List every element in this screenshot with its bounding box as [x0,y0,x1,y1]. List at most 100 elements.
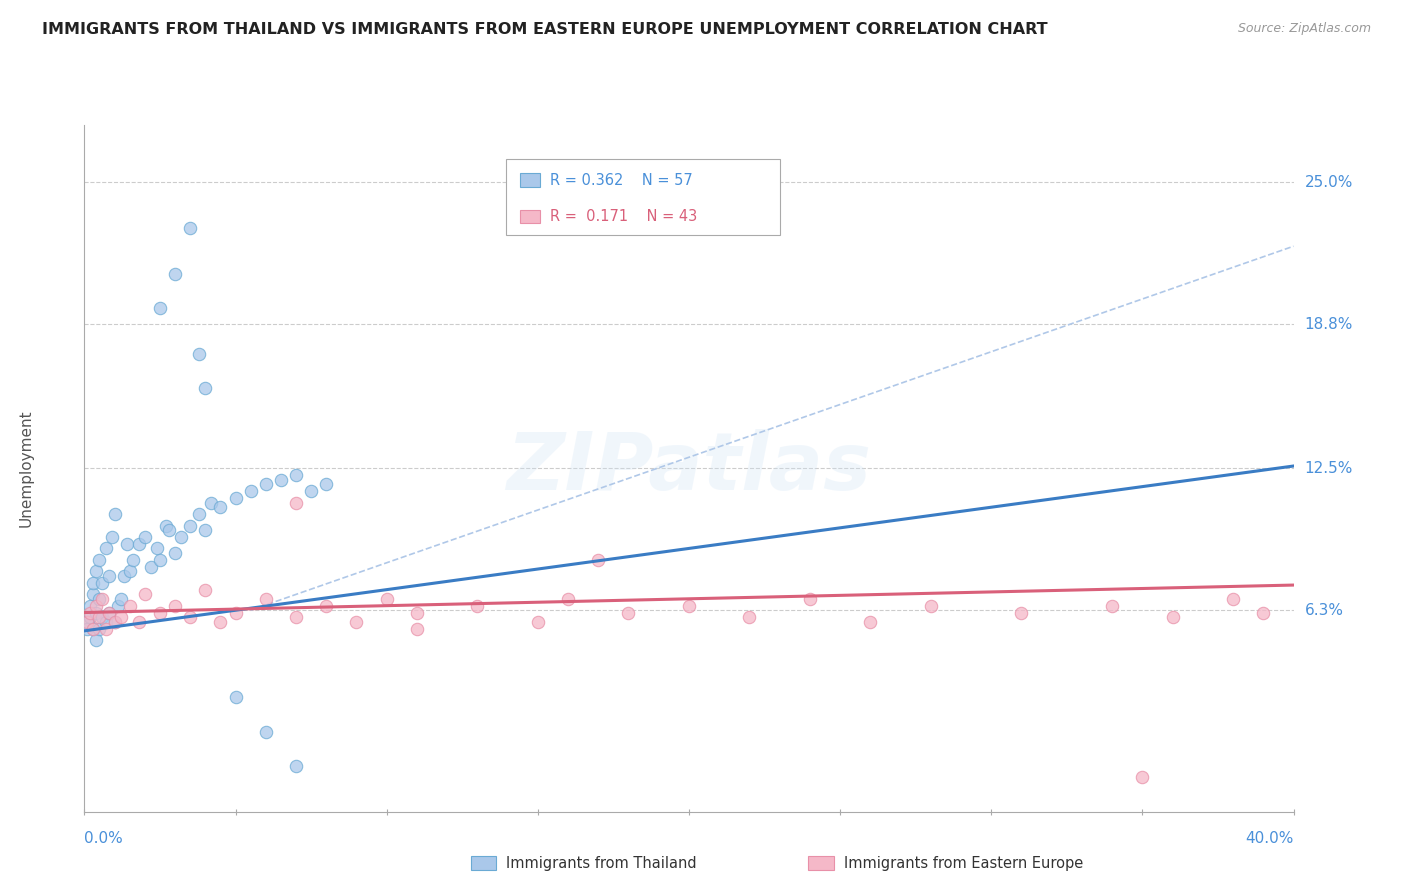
Point [97,606,120,620]
Point [200,496,222,510]
Point [155,518,177,533]
Point [89,622,111,636]
Point [179,610,201,624]
Point [86,599,108,613]
Point [284,496,308,510]
Point [82,622,104,636]
Point [1130,771,1153,785]
Point [588,553,610,567]
Point [284,610,308,624]
Point [76,615,98,629]
Point [149,553,172,567]
Point [920,599,942,613]
Point [86,565,108,579]
Text: R = 0.362    N = 57: R = 0.362 N = 57 [550,173,693,187]
Point [209,500,232,515]
Point [146,541,169,556]
Point [346,615,368,629]
Point [134,530,156,544]
Point [557,591,579,606]
Point [128,537,150,551]
Text: 0.0%: 0.0% [84,831,124,847]
Point [89,610,111,624]
Point [128,615,150,629]
Point [467,599,489,613]
Point [225,690,247,705]
Point [299,484,322,499]
Point [163,267,186,281]
Text: 18.8%: 18.8% [1305,317,1353,332]
Point [157,523,180,537]
Point [82,622,104,636]
Point [97,569,120,583]
Point [118,599,141,613]
Point [121,553,143,567]
Point [678,599,700,613]
Point [112,569,135,583]
Point [91,575,114,590]
Point [1222,591,1244,606]
Text: Unemployment: Unemployment [18,409,34,527]
Point [179,220,201,235]
Point [1101,599,1123,613]
Point [79,599,101,613]
Point [163,599,186,613]
Point [76,622,98,636]
Point [134,587,156,601]
Text: IMMIGRANTS FROM THAILAND VS IMMIGRANTS FROM EASTERN EUROPE UNEMPLOYMENT CORRELAT: IMMIGRANTS FROM THAILAND VS IMMIGRANTS F… [42,22,1047,37]
Point [1010,606,1032,620]
Point [194,582,217,597]
Point [1251,606,1274,620]
Point [239,484,262,499]
Point [82,575,104,590]
Point [526,615,548,629]
Point [375,591,398,606]
Point [406,622,429,636]
Point [284,468,308,483]
Point [91,591,114,606]
Point [139,559,162,574]
Point [86,633,108,648]
Point [194,523,217,537]
Point [617,606,640,620]
Text: R =  0.171    N = 43: R = 0.171 N = 43 [550,209,697,224]
Point [115,537,138,551]
Point [188,347,211,361]
Text: 25.0%: 25.0% [1305,175,1353,190]
Point [209,615,232,629]
Point [107,599,129,613]
Point [110,610,132,624]
Text: Source: ZipAtlas.com: Source: ZipAtlas.com [1237,22,1371,36]
Point [79,606,101,620]
Point [270,473,292,487]
Point [89,591,111,606]
Point [315,599,337,613]
Point [118,565,141,579]
Point [1161,610,1184,624]
Point [254,477,277,491]
Point [104,507,127,521]
Point [89,553,111,567]
Point [188,507,211,521]
Point [86,606,108,620]
Point [76,615,98,629]
Point [406,606,429,620]
Text: ZIPatlas: ZIPatlas [506,429,872,508]
Point [94,622,117,636]
Text: Immigrants from Eastern Europe: Immigrants from Eastern Europe [844,856,1083,871]
Point [100,530,122,544]
Text: 6.3%: 6.3% [1305,603,1344,618]
Point [163,546,186,560]
Point [179,518,201,533]
Point [94,615,117,629]
Point [799,591,821,606]
Point [315,477,337,491]
Point [284,759,308,773]
Point [254,724,277,739]
Point [254,591,277,606]
Point [859,615,882,629]
Point [738,610,761,624]
Text: Immigrants from Thailand: Immigrants from Thailand [506,856,697,871]
Point [97,606,120,620]
Point [194,381,217,395]
